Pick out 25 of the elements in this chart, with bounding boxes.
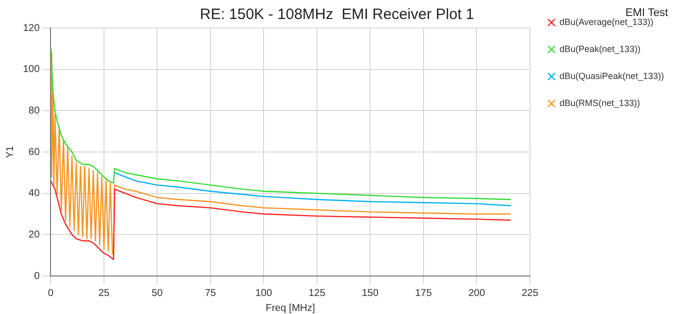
y-tick-label: 60 [28,146,40,158]
y-tick-label: 40 [28,188,40,200]
y-tick-label: 0 [34,270,40,282]
text: EMI Test [625,7,668,19]
x-tick-label: 25 [98,288,110,299]
x-tick-label: 200 [468,288,486,299]
x-tick-label: 125 [308,288,326,299]
legend-label: dBu(Peak(net_133)) [559,44,641,54]
legend-label: dBu(Average(net_133)) [559,16,654,27]
x-axis-title: Freq [MHz] [266,302,316,314]
legend-label: dBu(RMS(net_133)) [559,98,640,108]
x-tick-label: 50 [152,288,164,299]
y-tick-label: 80 [28,105,40,116]
y-tick-label: 20 [28,229,40,240]
y-tick-label: 100 [22,64,40,76]
legend-label: dBu(QuasiPeak(net_133)) [559,70,664,81]
x-tick-label: 150 [362,288,379,299]
y-tick-label: 120 [22,22,40,34]
x-tick-label: 100 [255,288,272,299]
x-tick-label: 0 [48,288,54,299]
x-tick-label: 75 [204,288,216,299]
x-tick-label: 225 [522,288,539,299]
chart-title: RE: 150K - 108MHz EMI Receiver Plot 1 [200,6,474,24]
y-axis-title: Y1 [4,145,16,158]
x-tick-label: 175 [415,288,432,299]
